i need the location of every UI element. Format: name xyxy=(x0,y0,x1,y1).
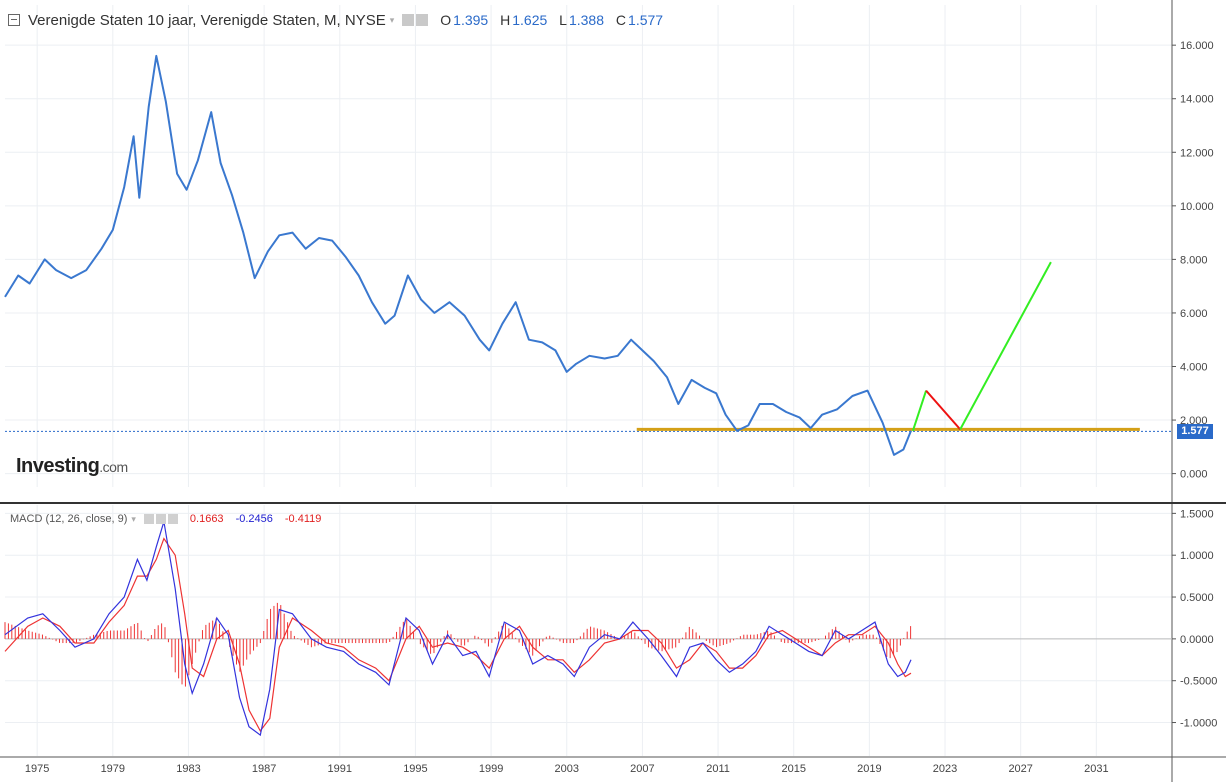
high-key: H xyxy=(500,12,511,28)
close-key: C xyxy=(615,12,627,28)
open-value: 1.395 xyxy=(453,12,489,28)
logo-main: Investing xyxy=(16,455,100,477)
macd-close-icon[interactable] xyxy=(167,514,178,524)
high-value: 1.625 xyxy=(512,12,548,28)
x-tick-label: 1995 xyxy=(403,763,427,775)
x-tick-label: 2023 xyxy=(933,763,957,775)
macd-histogram-value: 0.1663 xyxy=(189,513,224,525)
low-value: 1.388 xyxy=(568,12,605,28)
ohlc-readout: O 1.395 H 1.625 L 1.388 C 1.577 xyxy=(440,12,671,28)
x-tick-label: 1991 xyxy=(328,763,352,775)
open-key: O xyxy=(440,12,452,28)
x-tick-label: 1975 xyxy=(25,763,49,775)
x-tick-label: 1983 xyxy=(176,763,200,775)
macd-y-tick-label: 1.0000 xyxy=(1180,550,1214,562)
logo-suffix: .com xyxy=(99,459,128,475)
x-tick-label: 2031 xyxy=(1084,763,1108,775)
last-price-badge: 1.577 xyxy=(1177,424,1213,440)
y-tick-label: 2.000 xyxy=(1180,415,1208,427)
low-key: L xyxy=(559,12,567,28)
y-tick-label: 16.000 xyxy=(1180,40,1214,52)
y-tick-label: 14.000 xyxy=(1180,94,1214,106)
projection-up-line-2 xyxy=(959,261,1052,430)
settings-icon[interactable] xyxy=(416,14,429,26)
price-line xyxy=(4,54,912,456)
x-tick-label: 2015 xyxy=(781,763,805,775)
close-value: 1.577 xyxy=(628,12,664,28)
macd-header: MACD (12, 26, close, 9) ▾ 0.1663 -0.2456… xyxy=(10,513,321,525)
y-tick-label: 10.000 xyxy=(1180,201,1214,213)
y-tick-label: 0.000 xyxy=(1180,469,1208,481)
x-tick-label: 1979 xyxy=(101,763,125,775)
macd-y-tick-label: 0.5000 xyxy=(1180,592,1214,604)
y-tick-label: 12.000 xyxy=(1180,147,1214,159)
investing-logo: Investing.com xyxy=(16,455,128,478)
macd-line-value: -0.2456 xyxy=(235,513,273,525)
y-tick-label: 6.000 xyxy=(1180,308,1208,320)
macd-y-tick-label: 0.0000 xyxy=(1180,634,1214,646)
x-tick-label: 2019 xyxy=(857,763,881,775)
macd-visibility-icon[interactable] xyxy=(143,514,154,524)
x-tick-label: 2003 xyxy=(555,763,579,775)
macd-chevron-down-icon[interactable]: ▾ xyxy=(131,513,136,524)
macd-y-tick-label: -0.5000 xyxy=(1180,676,1217,688)
y-tick-label: 4.000 xyxy=(1180,362,1208,374)
x-tick-label: 2007 xyxy=(630,763,654,775)
chevron-down-icon[interactable]: ▾ xyxy=(389,14,395,25)
visibility-icon[interactable] xyxy=(402,14,415,26)
collapse-icon[interactable] xyxy=(8,14,20,26)
projection-down-line xyxy=(925,389,961,431)
macd-y-tick-label: 1.5000 xyxy=(1180,508,1214,520)
macd-main-line xyxy=(4,521,912,737)
macd-settings-icon[interactable] xyxy=(155,514,166,524)
x-tick-label: 2027 xyxy=(1008,763,1032,775)
chart-header: Verenigde Staten 10 jaar, Verenigde Stat… xyxy=(8,10,671,30)
macd-y-tick-label: -1.0000 xyxy=(1180,718,1217,730)
macd-label: MACD (12, 26, close, 9) xyxy=(10,513,128,525)
y-tick-label: 8.000 xyxy=(1180,254,1208,266)
x-tick-label: 1999 xyxy=(479,763,503,775)
macd-signal-value: -0.4119 xyxy=(284,513,322,525)
x-tick-label: 2011 xyxy=(706,763,730,775)
chart-title: Verenigde Staten 10 jaar, Verenigde Stat… xyxy=(28,11,386,29)
x-tick-label: 1987 xyxy=(252,763,276,775)
projection-up-line-1 xyxy=(911,390,928,432)
